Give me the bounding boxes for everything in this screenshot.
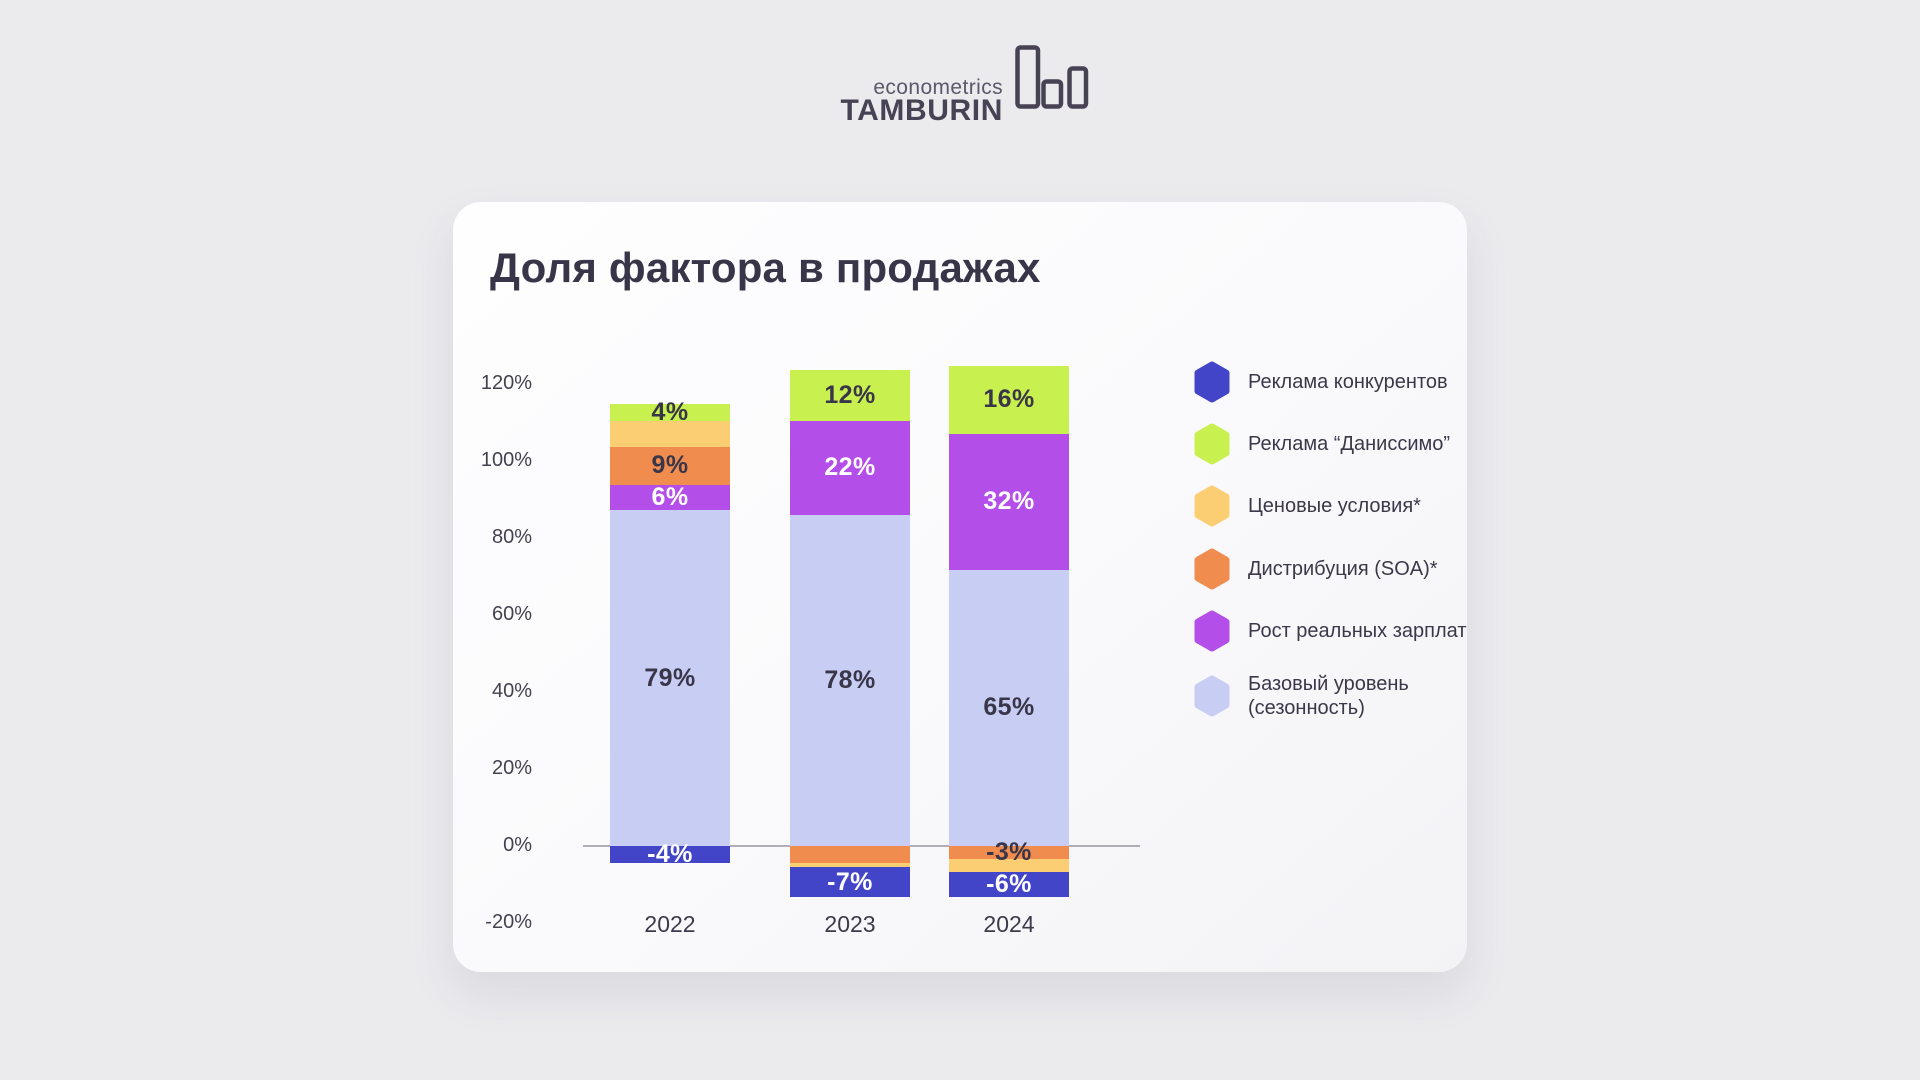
y-axis-tick-label: 100% <box>480 449 532 471</box>
bar-segment: 9% <box>610 446 730 485</box>
legend-item: Реклама “Даниссимо” <box>1194 423 1478 465</box>
segment-value-label: -3% <box>986 837 1032 866</box>
bar-segment: 22% <box>790 421 910 515</box>
y-axis-tick-label: 80% <box>491 526 532 548</box>
bar-segment: -3% <box>949 838 1069 866</box>
legend-hexagon-swatch <box>1194 675 1230 717</box>
segment-value-label: 9% <box>651 451 689 480</box>
segment-value-label: 79% <box>644 663 696 692</box>
bar-segment: -7% <box>790 867 910 897</box>
segment-value-label: 65% <box>983 693 1035 722</box>
y-axis-tick-label: 20% <box>491 757 532 779</box>
segment-value-label: 6% <box>651 483 689 511</box>
y-axis-tick-label: 120% <box>480 372 532 394</box>
logo-brand: TAMBURIN <box>840 94 1003 127</box>
bar-segment: 65% <box>949 569 1069 846</box>
segment-value-label: 22% <box>824 453 876 482</box>
chart-title: Доля фактора в продажах <box>490 244 1041 291</box>
y-axis-tick-label: 0% <box>503 834 532 856</box>
segment-value-label: -6% <box>986 869 1032 898</box>
bar-segment: 16% <box>949 365 1069 434</box>
legend-label: Реклама конкурентов <box>1248 371 1448 393</box>
x-axis-year-label: 2023 <box>824 911 876 937</box>
legend-item: Рост реальных зарплат <box>1194 610 1478 652</box>
legend-item: Дистрибуция (SOA)* <box>1194 548 1478 590</box>
segment-value-label: 32% <box>983 487 1035 516</box>
segment-value-label: 78% <box>824 665 876 694</box>
y-axis-tick-label: 60% <box>491 603 532 625</box>
bar-segment: 79% <box>610 510 730 846</box>
legend-label: Дистрибуция (SOA)* <box>1248 557 1438 580</box>
bar-segment: 12% <box>790 370 910 421</box>
legend-hexagon-swatch <box>1194 548 1230 590</box>
bar-segment <box>790 846 910 863</box>
legend-item: Реклама конкурентов <box>1194 361 1478 403</box>
segment-value-label: -7% <box>827 867 873 896</box>
bar-segment: -4% <box>610 840 730 868</box>
bar-segment <box>790 863 910 868</box>
bar-segment: 78% <box>790 514 910 846</box>
x-axis-year-label: 2022 <box>644 911 696 937</box>
legend-hexagon-swatch <box>1194 423 1230 465</box>
logo-tagline: econometrics <box>873 76 1003 99</box>
bar-segment: 32% <box>949 433 1069 570</box>
legend-label: Реклама “Даниссимо” <box>1248 433 1451 456</box>
legend-hexagon-swatch <box>1194 610 1230 652</box>
bar-segment: 4% <box>610 398 730 426</box>
segment-value-label: 4% <box>651 398 689 426</box>
legend-hexagon-swatch <box>1194 485 1230 527</box>
bar-chart-icon <box>1015 45 1089 109</box>
segment-value-label: -4% <box>647 840 693 868</box>
segment-value-label: 16% <box>983 385 1035 414</box>
bar-segment <box>610 421 730 447</box>
segment-value-label: 12% <box>824 381 876 409</box>
legend-item: Ценовые условия* <box>1194 485 1478 527</box>
bar-segment <box>949 858 1069 872</box>
y-axis-tick-label: -20% <box>485 911 532 933</box>
x-axis-year-label: 2024 <box>983 911 1035 937</box>
y-axis-tick-label: 40% <box>491 680 532 702</box>
legend-label: Ценовые условия* <box>1248 495 1421 518</box>
bar-segment: -6% <box>949 869 1069 898</box>
legend-label: Базовый уровень (сезонность) <box>1248 673 1409 719</box>
legend-label: Рост реальных зарплат <box>1248 619 1467 642</box>
legend-hexagon-swatch <box>1194 361 1230 403</box>
legend-item: Базовый уровень (сезонность) <box>1194 672 1478 720</box>
bar-segment: 6% <box>610 483 730 511</box>
